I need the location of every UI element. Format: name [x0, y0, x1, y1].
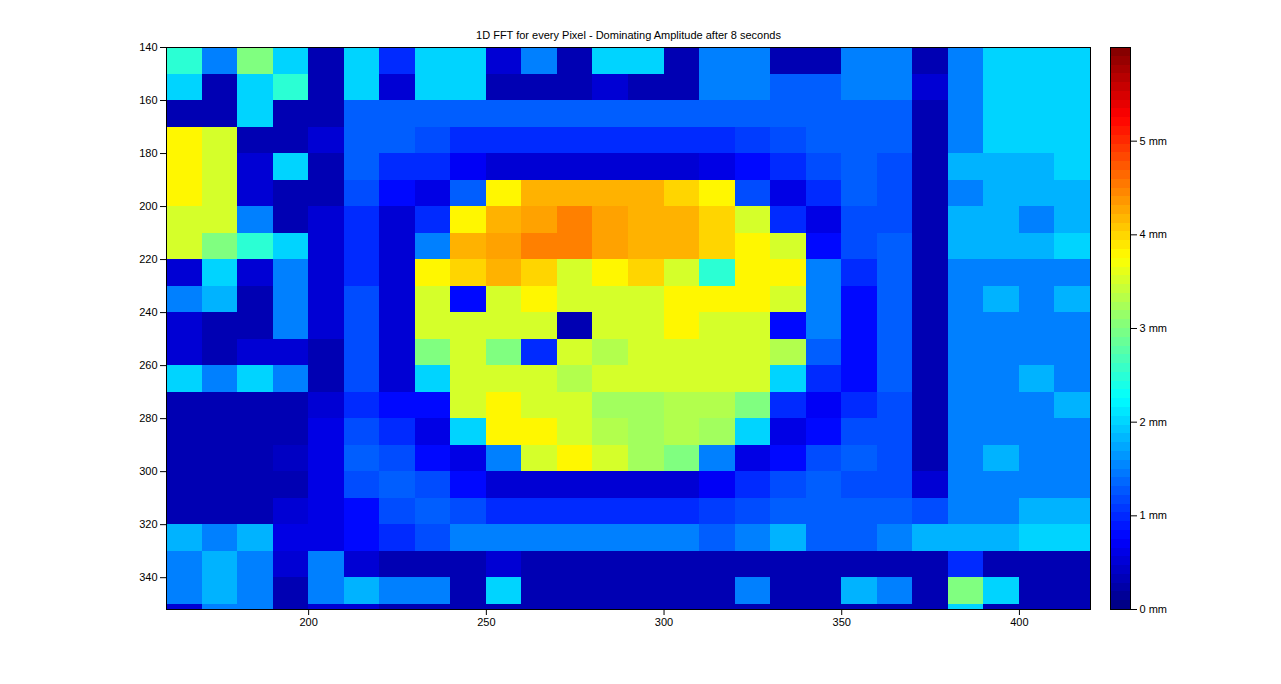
- svg-text:200: 200: [139, 200, 157, 212]
- svg-text:0 mm: 0 mm: [1140, 603, 1168, 615]
- svg-text:2 mm: 2 mm: [1140, 416, 1168, 428]
- svg-text:1 mm: 1 mm: [1140, 509, 1168, 521]
- svg-text:140: 140: [139, 41, 157, 53]
- svg-text:240: 240: [139, 306, 157, 318]
- svg-text:280: 280: [139, 412, 157, 424]
- svg-text:200: 200: [299, 616, 317, 628]
- svg-text:320: 320: [139, 518, 157, 530]
- svg-text:300: 300: [139, 465, 157, 477]
- svg-text:220: 220: [139, 253, 157, 265]
- svg-text:4 mm: 4 mm: [1140, 228, 1168, 240]
- svg-text:400: 400: [1010, 616, 1028, 628]
- svg-text:260: 260: [139, 359, 157, 371]
- svg-text:340: 340: [139, 571, 157, 583]
- svg-text:1D FFT for every Pixel - Domin: 1D FFT for every Pixel - Dominating Ampl…: [476, 29, 781, 41]
- svg-text:180: 180: [139, 147, 157, 159]
- svg-text:160: 160: [139, 94, 157, 106]
- svg-text:5 mm: 5 mm: [1140, 135, 1168, 147]
- svg-text:300: 300: [655, 616, 673, 628]
- svg-text:250: 250: [477, 616, 495, 628]
- svg-text:3 mm: 3 mm: [1140, 322, 1168, 334]
- svg-text:350: 350: [833, 616, 851, 628]
